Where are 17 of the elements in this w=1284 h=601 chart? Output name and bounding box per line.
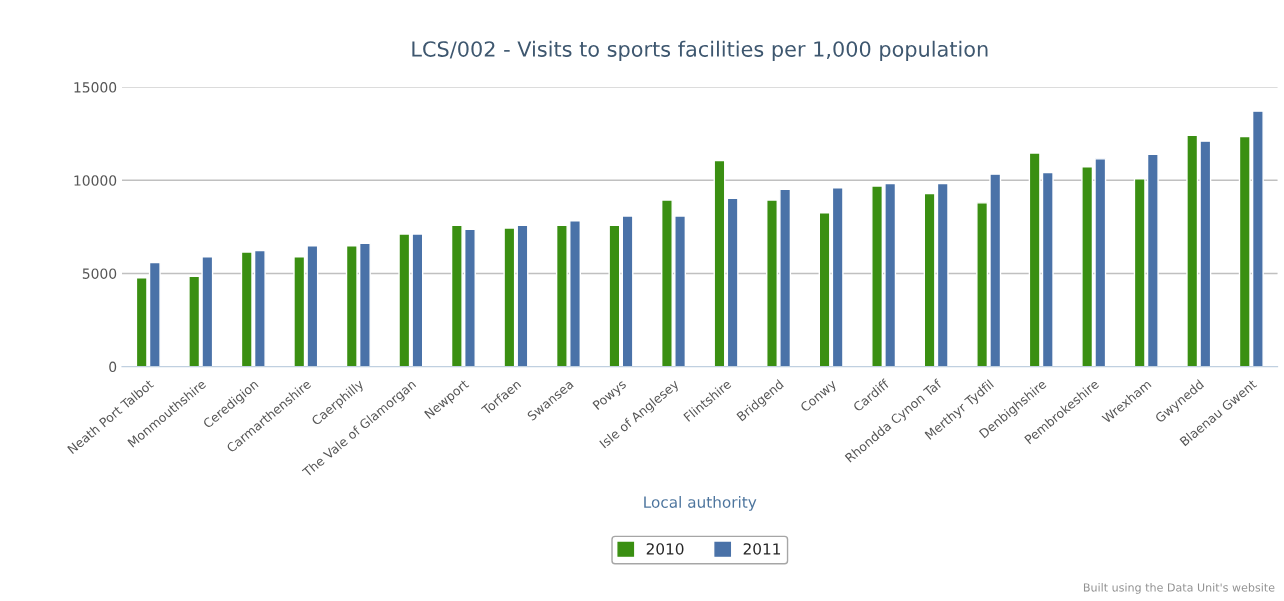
chart-title: LCS/002 - Visits to sports facilities per 1,000 population xyxy=(412,40,988,61)
y-tick-label: 0 xyxy=(109,361,117,373)
bar xyxy=(818,212,831,367)
bar xyxy=(713,159,726,367)
bar xyxy=(726,197,739,367)
bar xyxy=(516,224,529,367)
bar xyxy=(831,187,844,367)
y-tick-label: 10000 xyxy=(74,175,117,186)
x-axis-title: Local authority xyxy=(644,496,757,511)
text: Built using the Data Unit's website xyxy=(1083,583,1275,594)
y-tick-label: 5000 xyxy=(82,268,117,279)
bar xyxy=(503,227,516,367)
legend-label: 2010 xyxy=(646,543,684,555)
bar xyxy=(608,224,621,367)
bar xyxy=(621,215,634,367)
legend-label: 2011 xyxy=(743,543,781,555)
y-tick-label: 15000 xyxy=(74,82,117,93)
